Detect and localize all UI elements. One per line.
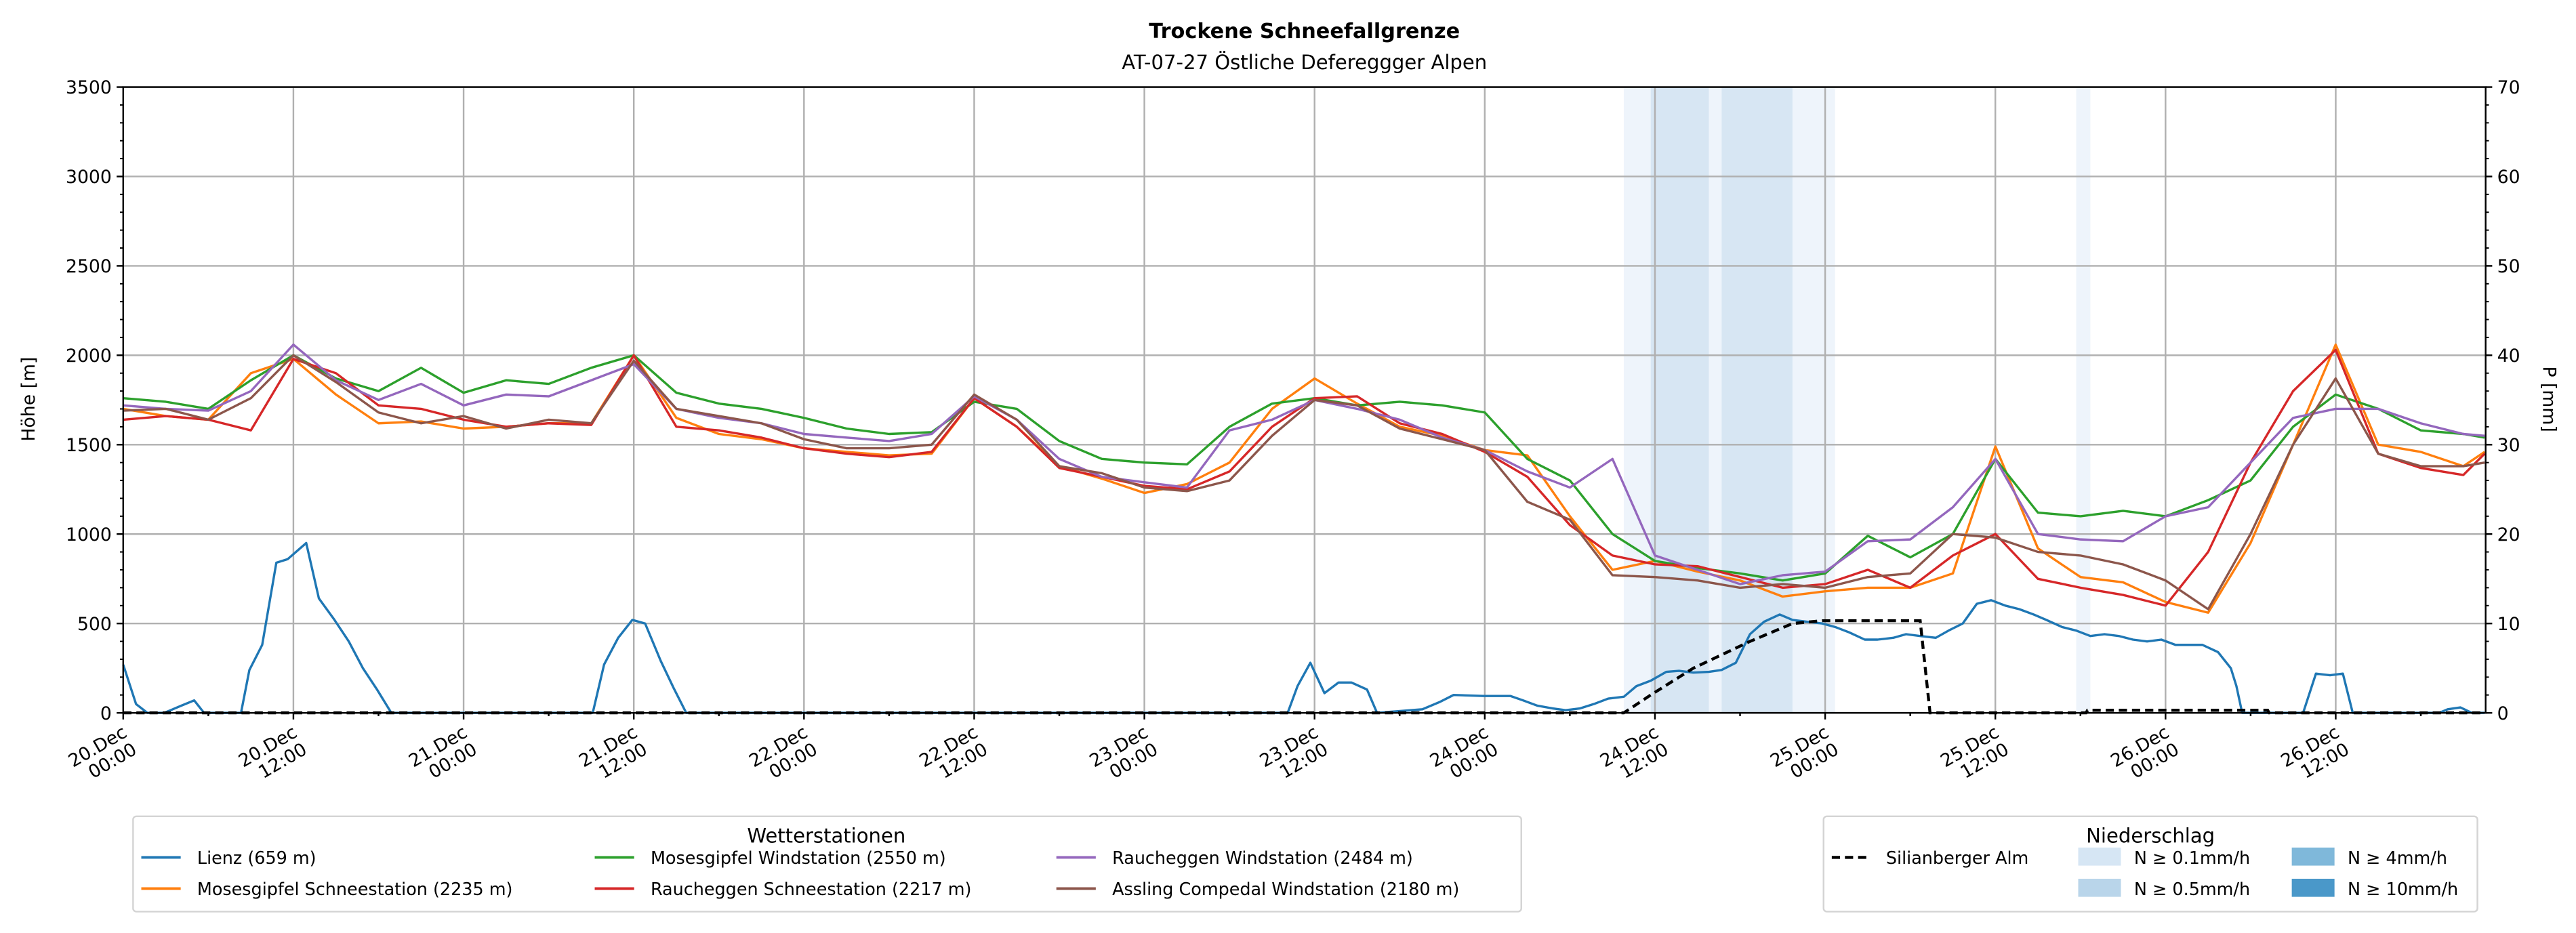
precip-band [1623,87,1651,713]
series-line-5 [123,354,2485,610]
legend-label-precip-class-0: N ≥ 0.1mm/h [2134,848,2250,869]
legend-label-precip-class-2: N ≥ 4mm/h [2348,848,2447,869]
legend-label-3: Raucheggen Schneestation (2217 m) [651,879,972,900]
y-tick-label: 1000 [66,524,112,545]
precip-band [1721,87,1793,713]
precip-line-silianberger-alm [123,619,2485,715]
legend-label-1: Mosesgipfel Schneestation (2235 m) [197,879,513,900]
y-tick-label: 1500 [66,435,112,456]
y2-tick-label: 30 [2497,435,2520,456]
legend-label-precip-line: Silianberger Alm [1886,848,2028,869]
y-axis-label: Höhe [m] [18,357,39,442]
y2-tick-label: 10 [2497,614,2520,635]
y-tick-label: 3000 [66,167,112,188]
series-lines [122,343,2486,715]
precip-band [2076,87,2091,713]
series-line-2 [123,354,2485,582]
plot-frame [122,86,2487,714]
legend-precip: Niederschlag Silianberger Alm N ≥ 0.1mm/h… [1822,815,2478,913]
legend-stations-title: Wetterstationen [747,825,905,848]
y2-tick-label: 50 [2497,256,2520,277]
x-tick-label: 24.Dec00:00 [1427,722,1502,789]
chart-subtitle: AT-07-27 Östliche Defereggger Alpen [1122,51,1487,74]
precip-band [1650,87,1709,713]
axes: 0 500 1000 1500 2000 2500 3000 3500 0 10 20 30 40 50 6… [65,77,2520,789]
y-tick-label: 2500 [66,256,112,277]
y-tick-label: 500 [77,614,112,635]
legend-swatch-precip-class-0 [2078,847,2121,866]
x-tick-label: 24.Dec12:00 [1597,722,1672,789]
precip-bands [1623,87,2091,713]
y2-tick-label: 20 [2497,524,2520,545]
x-tick-label: 26.Dec12:00 [2277,722,2352,789]
series-line-4 [123,343,2485,585]
legend-label-5: Assling Compedal Windstation (2180 m) [1112,879,1459,900]
precip-band [1709,87,1722,713]
legend-swatch-precip-class-1 [2078,878,2121,897]
y-tick-label: 3500 [66,77,112,98]
x-tick-label: 22.Dec00:00 [745,722,821,789]
x-tick-label: 20.Dec12:00 [235,722,310,789]
x-tick-label: 21.Dec12:00 [575,722,651,789]
chart-title: Trockene Schneefallgrenze [1149,20,1460,43]
x-tick-label: 25.Dec00:00 [1767,722,1842,789]
legend-precip-title: Niederschlag [2086,825,2215,848]
y-tick-label: 0 [100,703,112,724]
x-tick-label: 23.Dec12:00 [1256,722,1332,789]
series-line-0 [122,541,2485,714]
series-line-1 [123,343,2486,614]
legend-label-4: Raucheggen Windstation (2484 m) [1112,848,1413,869]
y2-tick-label: 60 [2497,167,2520,188]
legend-label-precip-class-3: N ≥ 10mm/h [2348,879,2458,900]
x-tick-label: 22.Dec12:00 [916,722,991,789]
y2-axis-label: P [mm] [2539,366,2560,432]
x-tick-label: 23.Dec00:00 [1086,722,1161,789]
y2-tick-label: 70 [2497,77,2520,98]
precip-band [1792,87,1835,713]
legend-label-precip-class-1: N ≥ 0.5mm/h [2134,879,2250,900]
legend-label-2: Mosesgipfel Windstation (2550 m) [651,848,946,869]
x-tick-label: 25.Dec12:00 [1937,722,2012,789]
x-tick-label: 20.Dec00:00 [65,722,140,789]
y2-tick-label: 40 [2497,346,2520,367]
x-tick-label: 26.Dec00:00 [2107,722,2182,789]
x-tick-label: 21.Dec00:00 [405,722,481,789]
legend-label-0: Lienz (659 m) [197,848,316,869]
legend-swatch-precip-class-3 [2291,878,2335,897]
legend-stations: Wetterstationen Lienz (659 m) Mosesgipfel… [132,815,1522,913]
legend-swatch-precip-class-2 [2291,847,2335,866]
y2-tick-label: 0 [2497,703,2509,724]
y-tick-label: 2000 [66,346,112,367]
